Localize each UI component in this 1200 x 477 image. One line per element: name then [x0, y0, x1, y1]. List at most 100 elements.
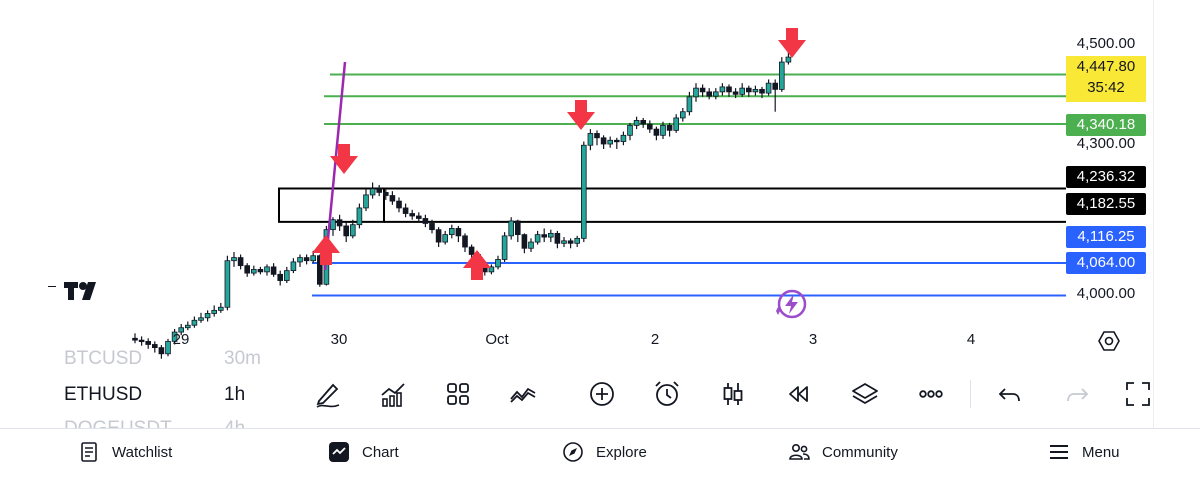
compare-icon: [510, 387, 536, 403]
chart-type-button[interactable]: [713, 374, 753, 414]
candle-body: [607, 139, 613, 145]
candle-body: [752, 88, 759, 93]
candle-body: [666, 124, 673, 131]
candle-body: [349, 224, 356, 237]
fullscreen-button[interactable]: [1118, 374, 1158, 414]
compare-button[interactable]: [503, 374, 543, 414]
candle-body: [785, 56, 792, 63]
candle-body: [165, 340, 171, 355]
candle-body: [290, 261, 297, 272]
current-price-value: 4,447.80: [1076, 58, 1136, 75]
candle-body: [488, 266, 495, 273]
candle-body: [415, 215, 422, 219]
symbol-picker[interactable]: BTCUSD 30m ETHUSD 1h DOGEUSDT 4h: [48, 350, 298, 430]
down-arrow-marker[interactable]: [778, 28, 806, 58]
candle-body: [264, 266, 270, 273]
candle-body: [732, 91, 739, 95]
indicators-button[interactable]: [373, 374, 413, 414]
price-tag: 4,116.25: [1066, 226, 1146, 248]
nav-watchlist[interactable]: Watchlist: [78, 437, 172, 467]
price-chart[interactable]: [0, 0, 1200, 360]
candle-body: [719, 86, 726, 93]
chart-settings-icon[interactable]: [1097, 329, 1121, 353]
candle-body: [699, 87, 706, 93]
candle-body: [442, 234, 448, 243]
candle-body: [772, 82, 778, 90]
candle-body: [191, 319, 198, 326]
candle-body: [594, 133, 600, 139]
watchlist-icon: [81, 442, 97, 462]
nav-menu[interactable]: Menu: [1048, 437, 1120, 467]
x-tick-label: Oct: [485, 331, 509, 348]
more-button[interactable]: [911, 374, 951, 414]
chart-area[interactable]: 4,500.00 4,300.00 4,000.00 4,447.80 35:4…: [0, 0, 1200, 360]
x-tick-label: 29: [172, 331, 190, 348]
community-icon: [789, 443, 810, 460]
x-tick-label: 3: [808, 331, 818, 348]
candle-body: [244, 265, 251, 274]
drawing-tools-button[interactable]: [308, 374, 348, 414]
candle-body: [158, 347, 165, 355]
candle-body: [363, 194, 369, 209]
current-price-label: 4,447.80 35:42: [1066, 56, 1146, 102]
trend-line[interactable]: [323, 61, 347, 271]
candle-body: [561, 240, 567, 244]
candle-body: [217, 306, 224, 311]
add-button[interactable]: [582, 374, 622, 414]
nav-community[interactable]: Community: [788, 437, 898, 467]
up-arrow-marker[interactable]: [463, 250, 491, 280]
nav-chart[interactable]: Chart: [328, 437, 399, 467]
candle-body: [283, 270, 290, 281]
candle-body: [515, 220, 521, 236]
candle-body: [587, 133, 594, 146]
candle-body: [270, 266, 277, 275]
candle-body: [184, 324, 191, 329]
candle-body: [693, 87, 699, 98]
candle-body: [316, 255, 323, 285]
bar-countdown: 35:42: [1087, 79, 1125, 96]
price-tag: 4,182.55: [1066, 193, 1146, 215]
candle-body: [211, 309, 218, 314]
candle-body: [389, 195, 396, 202]
symbol-active[interactable]: ETHUSD 1h: [64, 384, 245, 406]
candle-body: [620, 134, 627, 142]
candle-body: [250, 268, 257, 274]
symbol-prev[interactable]: BTCUSD 30m: [64, 350, 261, 370]
up-arrow-marker[interactable]: [312, 235, 340, 265]
candle-body: [726, 86, 732, 93]
symbol-timeframe: 4h: [224, 418, 246, 430]
candle-body: [171, 331, 178, 342]
redo-button[interactable]: [1057, 374, 1097, 414]
candle-body: [455, 228, 462, 237]
candle-body: [429, 223, 435, 231]
candle-body: [534, 234, 541, 243]
lightning-icon[interactable]: [772, 288, 812, 320]
chart-icon: [329, 442, 349, 462]
candles-icon: [723, 383, 743, 405]
hamburger-icon: [1050, 445, 1068, 459]
alert-button[interactable]: [647, 374, 687, 414]
x-tick-label: 4: [966, 331, 976, 348]
candle-body: [402, 207, 409, 214]
candle-body: [330, 219, 336, 231]
symbol-next[interactable]: DOGEUSDT 4h: [64, 418, 245, 430]
templates-button[interactable]: [438, 374, 478, 414]
down-arrow-marker[interactable]: [330, 144, 358, 174]
right-side-panel: [1153, 0, 1200, 428]
candle-body: [343, 225, 349, 237]
redo-icon: [1067, 388, 1089, 402]
replay-button[interactable]: [778, 374, 818, 414]
candle-body: [779, 61, 785, 90]
plus-circle-icon: [590, 382, 614, 406]
candle-body: [231, 257, 237, 262]
down-arrow-marker[interactable]: [567, 100, 595, 130]
symbol-timeframe: 30m: [224, 350, 261, 369]
candle-body: [713, 91, 719, 97]
nav-explore[interactable]: Explore: [562, 437, 647, 467]
undo-button[interactable]: [990, 374, 1030, 414]
candle-body: [145, 340, 152, 345]
layers-icon: [852, 383, 878, 404]
layers-button[interactable]: [845, 374, 885, 414]
indicators-icon: [381, 383, 405, 407]
y-tick-label: 4,000.00: [1076, 285, 1136, 302]
